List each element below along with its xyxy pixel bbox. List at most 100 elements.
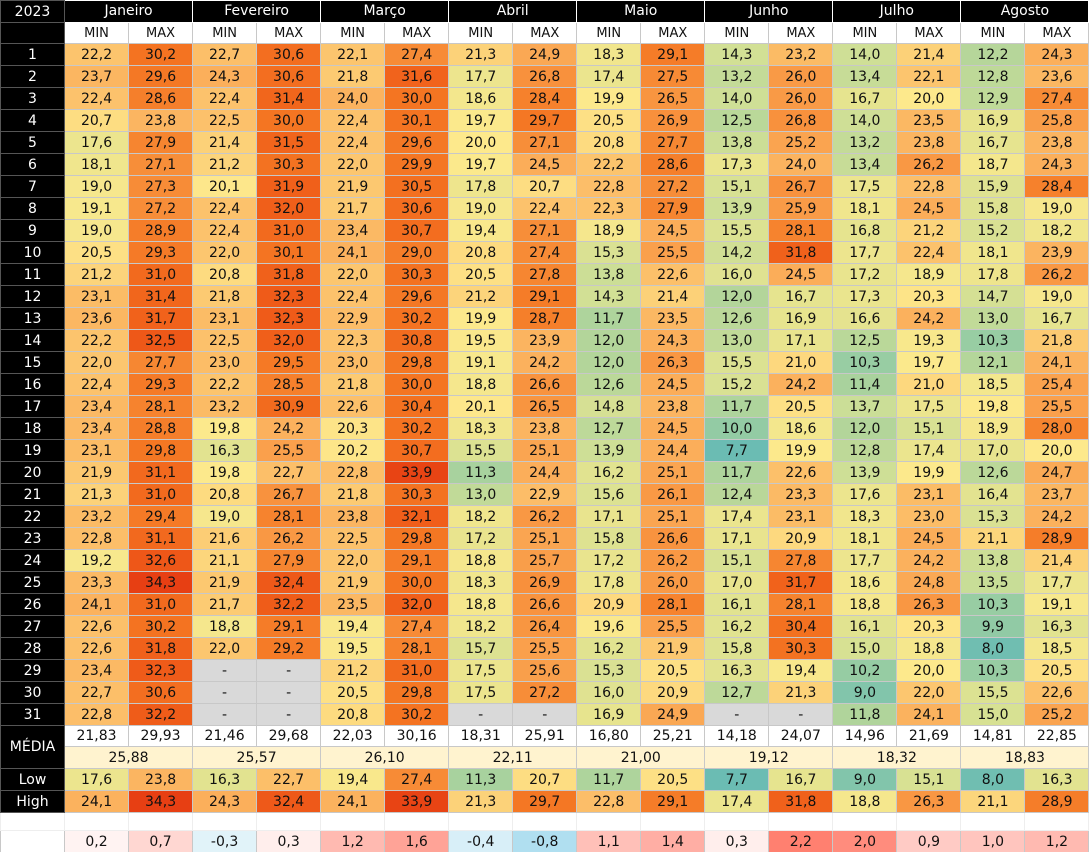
temp-cell: 17,4: [896, 439, 962, 462]
temp-cell: 31,9: [256, 175, 322, 198]
temp-cell: 27,8: [768, 549, 834, 572]
row: 25 23,3 34,3 21,9 32,4 21,9 30,0 18,3 26,9 17,8 26…: [0, 571, 1089, 594]
temp-cell: 30,3: [384, 483, 450, 506]
temp-cell: 26,9: [640, 109, 706, 132]
temp-cell: 22,9: [320, 307, 386, 330]
temp-cell: 13,5: [960, 571, 1026, 594]
temp-cell: 18,8: [448, 549, 514, 572]
blank-cell: [1024, 812, 1089, 831]
temp-cell: 22,1: [896, 65, 962, 88]
temp-cell: 20,8: [192, 483, 258, 506]
temp-cell: 26,7: [256, 483, 322, 506]
high-cell: 24,1: [63, 790, 130, 813]
temp-cell: 17,3: [704, 153, 770, 176]
temp-cell: 27,2: [512, 681, 578, 704]
temp-cell: 19,0: [448, 197, 514, 220]
temp-cell: 14,8: [576, 395, 642, 418]
temp-cell: 21,2: [896, 219, 962, 242]
temp-cell: 31,0: [256, 219, 322, 242]
temp-cell: 24,1: [1024, 351, 1089, 374]
temp-cell: 15,3: [576, 659, 642, 682]
blank-cell: [960, 812, 1026, 831]
low-cell: 7,7: [704, 768, 770, 791]
temp-cell: 16,0: [704, 263, 770, 286]
temp-cell: 17,1: [768, 329, 834, 352]
temp-cell: 27,9: [640, 197, 706, 220]
media-cell: 14,18: [704, 725, 770, 747]
temp-cell: 29,5: [256, 351, 322, 374]
row: 20 21,9 31,1 19,8 22,7 22,8 33,9 11,3 24,4 16,2 25…: [0, 461, 1089, 484]
high-label: High: [0, 790, 65, 813]
row: 28 22,6 31,8 22,0 29,2 19,5 28,1 15,7 25,5 16,2 21…: [0, 637, 1089, 660]
temp-cell: 30,2: [128, 43, 194, 66]
temp-cell: 11,7: [576, 307, 642, 330]
temp-cell: 12,1: [960, 351, 1026, 374]
temp-cell: 30,0: [384, 87, 450, 110]
row: 29 23,4 32,3- -21,2 31,0 17,5 25,6 15,3 20,5 16,3…: [0, 659, 1089, 682]
temp-cell: 13,0: [448, 483, 514, 506]
day-label: 18: [0, 417, 65, 440]
diff-cell: 0,7: [128, 830, 194, 852]
temp-cell: 15,1: [704, 175, 770, 198]
row: 2023 Janeiro Fevereiro Março Abril Maio Junho J…: [0, 0, 1089, 23]
temp-cell: 25,5: [1024, 395, 1089, 418]
temp-cell: 22,4: [192, 219, 258, 242]
temp-cell: 19,8: [192, 417, 258, 440]
temp-cell: 25,5: [512, 637, 578, 660]
temp-cell: 21,1: [960, 527, 1026, 550]
temp-cell: 18,5: [960, 373, 1026, 396]
diff-cell: -0,8: [512, 830, 578, 852]
row: 13 23,6 31,7 23,1 32,3 22,9 30,2 19,9 28,7 11,7 23…: [0, 307, 1089, 330]
temp-cell: 25,8: [1024, 109, 1089, 132]
media-cell: 14,81: [960, 725, 1026, 747]
temp-cell: 15,0: [832, 637, 898, 660]
row: 9 19,0 28,9 22,4 31,0 23,4 30,7 19,4 27,1 18,9 24,…: [0, 219, 1089, 242]
min-header: MIN: [63, 22, 130, 44]
row: 6 18,1 27,1 21,2 30,3 22,0 29,9 19,7 24,5 22,2 28,…: [0, 153, 1089, 176]
day-label: 13: [0, 307, 65, 330]
temp-cell: 21,3: [63, 483, 130, 506]
temp-cell: 16,3: [192, 439, 258, 462]
temp-cell: 30,2: [384, 703, 450, 726]
temp-cell: 19,1: [448, 351, 514, 374]
temp-cell: 13,0: [704, 329, 770, 352]
media-cell: 18,31: [448, 725, 514, 747]
temp-cell: 12,2: [960, 43, 1026, 66]
max-header: MAX: [768, 22, 834, 44]
temp-cell: 20,1: [448, 395, 514, 418]
temp-cell: 13,0: [960, 307, 1026, 330]
blank-cell: [704, 812, 770, 831]
temp-cell: 21,8: [320, 65, 386, 88]
high-cell: 29,7: [512, 790, 578, 813]
temp-cell: 24,9: [640, 703, 706, 726]
temp-cell: 12,0: [832, 417, 898, 440]
high-cell: 22,8: [576, 790, 642, 813]
temp-cell: 27,2: [640, 175, 706, 198]
temp-cell: 12,7: [576, 417, 642, 440]
low-cell: 16,3: [1024, 768, 1089, 791]
temp-cell: 10,2: [832, 659, 898, 682]
temp-cell: 22,4: [320, 285, 386, 308]
temp-cell: 30,1: [256, 241, 322, 264]
temp-cell: 30,6: [256, 65, 322, 88]
temp-cell: 23,8: [512, 417, 578, 440]
temp-cell: 30,3: [384, 263, 450, 286]
media-cell: 25,21: [640, 725, 706, 747]
temp-cell: 22,4: [320, 131, 386, 154]
row: 10 20,5 29,3 22,0 30,1 24,1 29,0 20,8 27,4 15,3 25…: [0, 241, 1089, 264]
high-cell: 24,1: [320, 790, 386, 813]
diff-cell: 1,2: [320, 830, 386, 852]
high-cell: 33,9: [384, 790, 450, 813]
temp-cell: 15,5: [960, 681, 1026, 704]
temp-cell: -: [192, 659, 258, 682]
temp-cell: 22,0: [192, 637, 258, 660]
temp-cell: 21,4: [896, 43, 962, 66]
temp-cell: 18,1: [832, 197, 898, 220]
temp-cell: 31,6: [384, 65, 450, 88]
media-cell: 29,93: [128, 725, 194, 747]
temp-cell: 25,7: [512, 549, 578, 572]
temp-cell: 13,8: [704, 131, 770, 154]
temp-cell: -: [256, 703, 322, 726]
row: 1 22,2 30,2 22,7 30,6 22,1 27,4 21,3 24,9 18,3 29,…: [0, 43, 1089, 66]
